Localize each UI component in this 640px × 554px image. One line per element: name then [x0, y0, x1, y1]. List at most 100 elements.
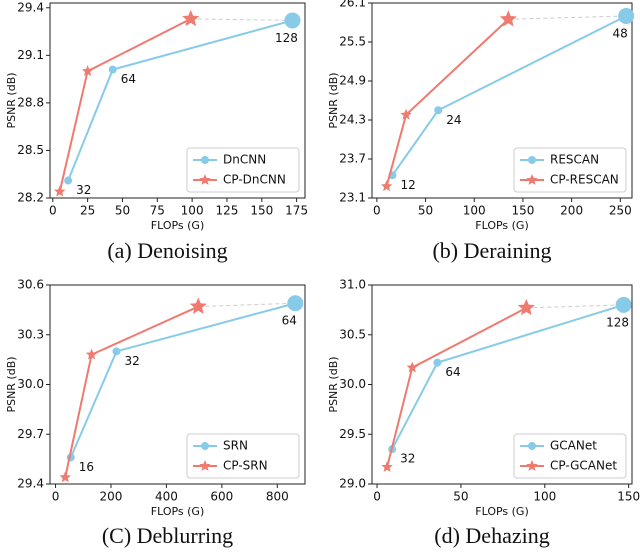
x-tick-label: 150 [617, 490, 640, 504]
point-marker [499, 10, 517, 27]
x-tick-label: 600 [210, 490, 233, 504]
legend-marker [526, 460, 538, 471]
point-label: 64 [445, 365, 460, 379]
y-tick-label: 30.6 [17, 278, 44, 292]
point-marker [618, 8, 635, 24]
point-marker [406, 361, 418, 373]
legend-label: GCANet [550, 439, 597, 453]
point-label: 128 [606, 315, 629, 329]
point-label: 64 [121, 72, 136, 86]
x-axis-label: FLOPs (G) [475, 505, 529, 518]
y-tick-label: 26.1 [339, 0, 366, 10]
x-tick-label: 50 [453, 490, 468, 504]
plot-frame [371, 2, 633, 199]
caption: (b) Deraining [432, 238, 551, 263]
point-marker [615, 296, 632, 313]
x-tick-label: 250 [609, 204, 632, 218]
x-tick-label: 200 [560, 204, 583, 218]
series-line [385, 18, 510, 187]
x-tick-label: 0 [373, 204, 381, 218]
point-label: 24 [446, 113, 461, 127]
legend-marker [199, 174, 211, 185]
point-marker [287, 295, 304, 312]
point-label: 12 [400, 178, 415, 192]
y-tick-label: 29.4 [17, 0, 44, 14]
x-tick-label: 25 [80, 204, 95, 218]
y-tick-label: 24.3 [339, 113, 366, 127]
caption: (d) Dehazing [434, 523, 549, 548]
y-tick-label: 29.0 [339, 477, 366, 491]
point-marker [64, 176, 73, 185]
point-marker [433, 358, 442, 367]
y-tick-label: 30.3 [17, 327, 44, 341]
y-tick-label: 23.1 [339, 191, 366, 205]
x-tick-label: 150 [250, 204, 273, 218]
point-marker [85, 348, 98, 360]
y-tick-label: 28.2 [17, 191, 44, 205]
point-label: 32 [400, 452, 415, 466]
legend-label: DnCNN [223, 153, 266, 167]
connector [190, 18, 293, 21]
series-line [58, 17, 192, 192]
x-tick-label: 125 [216, 204, 239, 218]
y-tick-label: 29.1 [17, 48, 44, 62]
x-tick-label: 0 [52, 490, 60, 504]
point-marker [381, 461, 393, 472]
point-marker [182, 9, 200, 27]
point-marker [517, 298, 535, 316]
series-line [386, 306, 527, 468]
legend-label: SRN [223, 439, 248, 453]
panel: 0 25 50 75 100 125 150 175 28.2 28.5 28.8 29.1 29.4 F… [5, 0, 308, 263]
x-axis-label: FLOPs (G) [151, 219, 205, 232]
point-marker [189, 297, 207, 314]
legend-label: RESCAN [550, 153, 599, 167]
y-tick-label: 28.8 [17, 95, 44, 109]
legend-marker [528, 156, 536, 164]
legend-label: CP-GCANet [550, 459, 617, 473]
point-marker [434, 106, 443, 115]
x-axis-label: FLOPs (G) [475, 219, 529, 232]
y-tick-label: 31.0 [339, 278, 366, 292]
legend-label: CP-DnCNN [223, 173, 286, 187]
x-tick-label: 50 [418, 204, 433, 218]
y-tick-label: 29.4 [17, 477, 44, 491]
y-tick-label: 29.7 [17, 427, 44, 441]
y-axis-label: PSNR (dB) [327, 356, 340, 412]
y-tick-label: 25.5 [339, 35, 366, 49]
panel: 0 200 400 600 800 29.4 29.7 30.0 30.3 30.6 FLOPs (… [5, 278, 306, 548]
connector [526, 304, 624, 309]
x-tick-label: 75 [150, 204, 165, 218]
y-tick-label: 30.5 [339, 327, 366, 341]
legend-marker [201, 442, 209, 450]
legend-marker [526, 174, 538, 185]
point-marker [108, 65, 117, 74]
y-tick-label: 28.5 [17, 143, 44, 157]
plot-frame [49, 2, 306, 199]
x-tick-label: 50 [115, 204, 130, 218]
connector [198, 302, 296, 308]
point-label: 64 [282, 314, 297, 328]
y-axis-label: PSNR (dB) [5, 72, 18, 128]
x-tick-label: 0 [49, 204, 57, 218]
y-axis-label: PSNR (dB) [5, 356, 18, 412]
panel: 0 50 100 150 200 250 23.1 23.7 24.3 24.9 25.5 26.1 F… [327, 0, 635, 263]
y-tick-label: 24.9 [339, 74, 366, 88]
x-tick-label: 200 [100, 490, 123, 504]
legend-label: CP-RESCAN [550, 173, 619, 187]
panel: 0 50 100 150 29.0 29.5 30.0 30.5 31.0 FLOPs (G) PS… [327, 278, 640, 549]
x-tick-label: 0 [373, 490, 381, 504]
point-marker [284, 12, 301, 29]
y-axis-label: PSNR (dB) [327, 72, 340, 128]
y-tick-label: 30.0 [339, 377, 366, 391]
caption: (C) Deblurring [102, 523, 233, 548]
point-marker [112, 347, 121, 356]
x-tick-label: 150 [511, 204, 534, 218]
x-tick-label: 800 [266, 490, 289, 504]
point-label: 32 [76, 183, 91, 197]
legend-marker [199, 460, 211, 471]
y-tick-label: 30.0 [17, 377, 44, 391]
caption: (a) Denoising [107, 238, 227, 263]
series-line [64, 305, 199, 478]
x-tick-label: 400 [155, 490, 178, 504]
